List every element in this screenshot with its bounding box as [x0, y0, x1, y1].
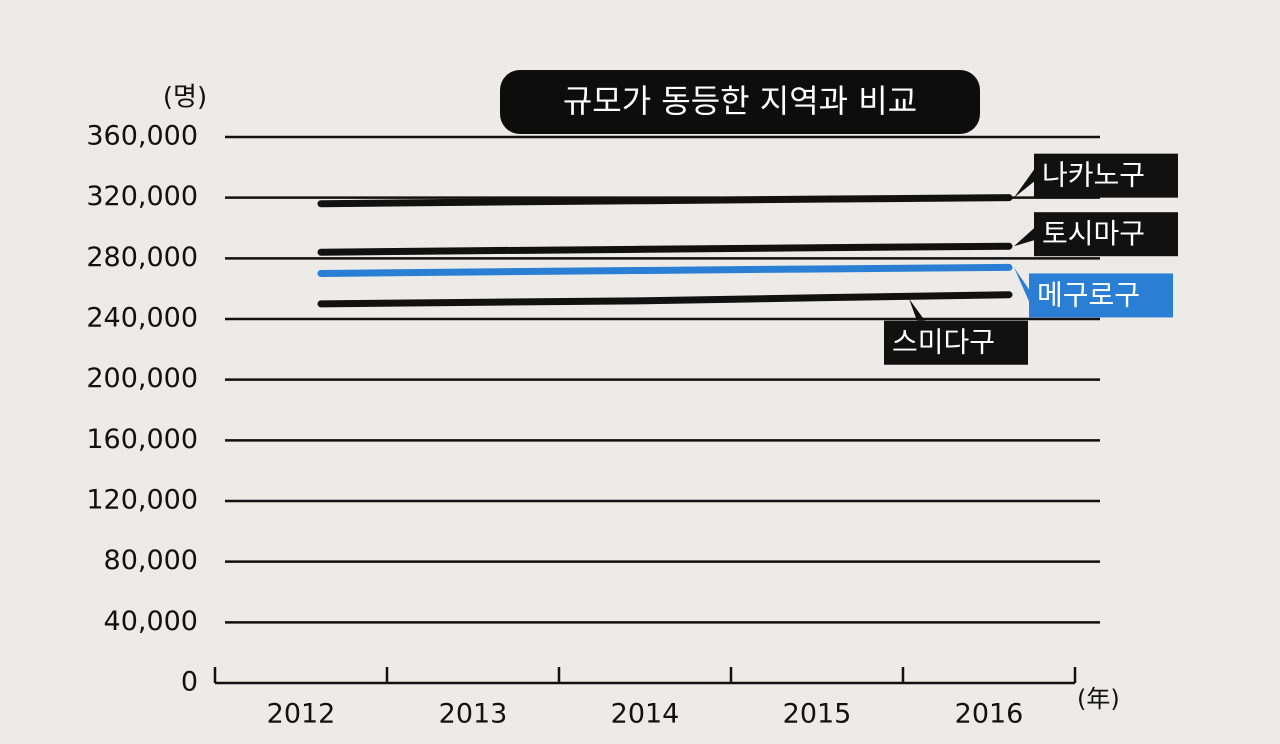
legend-label: 메구로구 — [1037, 278, 1140, 311]
legend-label: 스미다구 — [892, 326, 995, 359]
title-box — [500, 70, 980, 134]
legend-pointer — [1014, 228, 1034, 247]
y-tick-label: 240,000 — [86, 303, 198, 334]
legend-box — [1029, 273, 1173, 318]
y-tick-label: 200,000 — [86, 363, 198, 394]
series-line — [317, 194, 1013, 208]
x-tick-label: 2012 — [267, 699, 336, 730]
x-axis-label: (年) — [1077, 685, 1120, 713]
legend-pointer — [1014, 169, 1034, 198]
y-tick-label: 320,000 — [86, 181, 198, 212]
legend-box — [1034, 212, 1178, 257]
x-tick-label: 2016 — [955, 699, 1024, 730]
series-line — [317, 242, 1013, 256]
y-tick-label: 360,000 — [86, 121, 198, 152]
legend-label: 나카노구 — [1042, 159, 1145, 192]
legend-label: 토시마구 — [1042, 217, 1145, 250]
y-tick-label: 40,000 — [104, 606, 198, 637]
y-tick-label: 280,000 — [86, 242, 198, 273]
y-tick-label: 160,000 — [86, 424, 198, 455]
chart-title: 규모가 동등한 지역과 비교 — [563, 82, 917, 120]
legend-box — [884, 320, 1028, 365]
y-tick-label: 120,000 — [86, 485, 198, 516]
x-tick-label: 2013 — [439, 699, 508, 730]
x-tick-label: 2014 — [611, 699, 680, 730]
y-tick-label: 0 — [181, 667, 198, 698]
x-tick-label: 2015 — [783, 699, 852, 730]
legend-pointer — [1014, 267, 1029, 302]
legend-pointer — [909, 298, 925, 321]
legend-box — [1034, 153, 1178, 198]
y-axis-label: (명) — [163, 83, 207, 113]
series-line — [317, 263, 1013, 277]
series-line — [317, 291, 1013, 308]
y-tick-label: 80,000 — [104, 545, 198, 576]
